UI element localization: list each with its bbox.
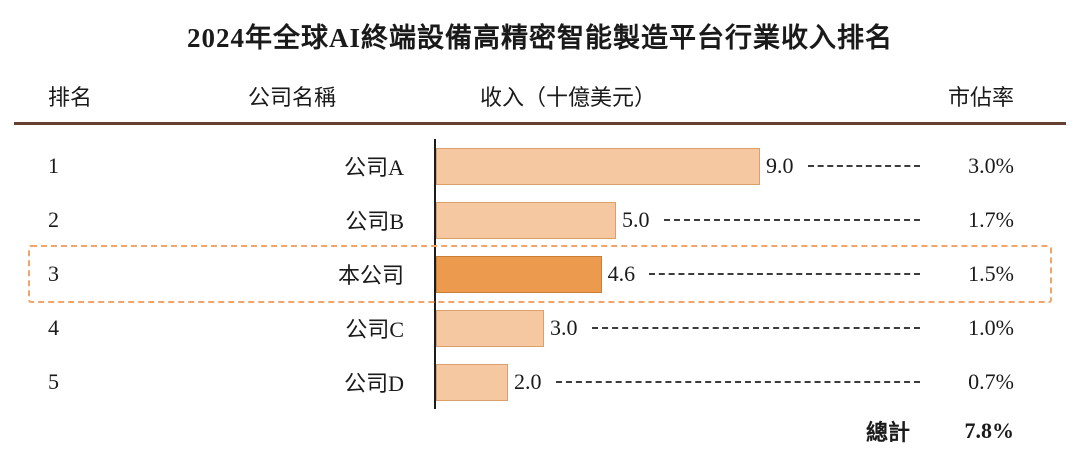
share-cell: 1.7% [968,207,1014,232]
revenue-bar [436,255,602,293]
column-headers: 排名 公司名稱 收入（十億美元） 市佔率 [0,80,1080,112]
header-rank: 排名 [48,85,93,110]
rows: 1 公司A 9.0 3.0% 2 公司B 5.0 1.7% 3 本公司 4.6 1.5% 4 公司C 3.0… [0,139,1080,409]
table-row: 3 本公司 4.6 1.5% [0,247,1080,301]
company-cell: 公司C [345,317,404,342]
share-cell: 0.7% [968,369,1014,394]
total-label: 總計 [865,420,910,445]
revenue-value-label: 4.6 [607,261,636,286]
bar-zone: 2.0 [434,355,940,409]
company-cell: 公司D [344,371,404,396]
table-row: 4 公司C 3.0 1.0% [0,301,1080,355]
header-share: 市佔率 [947,85,1014,110]
company-cell: 本公司 [337,263,404,288]
leader-line [555,381,920,383]
rank-cell: 5 [48,369,59,394]
table-row: 2 公司B 5.0 1.7% [0,193,1080,247]
revenue-value-label: 5.0 [622,207,650,232]
revenue-value-label: 2.0 [514,369,542,394]
bar-zone: 3.0 [434,301,940,355]
rank-cell: 3 [48,261,59,286]
chart-title: 2024年全球AI終端設備高精密智能製造平台行業收入排名 [186,23,893,53]
rank-cell: 2 [48,207,59,232]
header-company: 公司名稱 [247,85,336,110]
share-cell: 1.0% [968,315,1014,340]
table-row: 5 公司D 2.0 0.7% [0,355,1080,409]
revenue-bar [436,309,544,347]
revenue-value-label: 9.0 [766,153,794,178]
bar-zone: 9.0 [434,139,940,193]
header-revenue: 收入（十億美元） [480,85,657,110]
rank-cell: 1 [48,153,59,178]
header-rule [14,122,1066,125]
total-share: 7.8% [964,418,1015,443]
revenue-bar [436,147,760,185]
rank-cell: 4 [48,315,59,340]
total-row: 總計 7.8% [0,415,1080,447]
bar-zone: 5.0 [434,193,940,247]
bar-zone: 4.6 [434,247,940,301]
leader-line [649,273,920,275]
revenue-bar [436,201,616,239]
company-cell: 公司A [344,155,404,180]
leader-line [807,165,920,167]
leader-line [591,327,920,329]
share-cell: 3.0% [968,153,1014,178]
revenue-bar [436,363,508,401]
company-cell: 公司B [345,209,404,234]
share-cell: 1.5% [968,261,1014,286]
revenue-value-label: 3.0 [550,315,578,340]
table-row: 1 公司A 9.0 3.0% [0,139,1080,193]
leader-line [663,219,920,221]
